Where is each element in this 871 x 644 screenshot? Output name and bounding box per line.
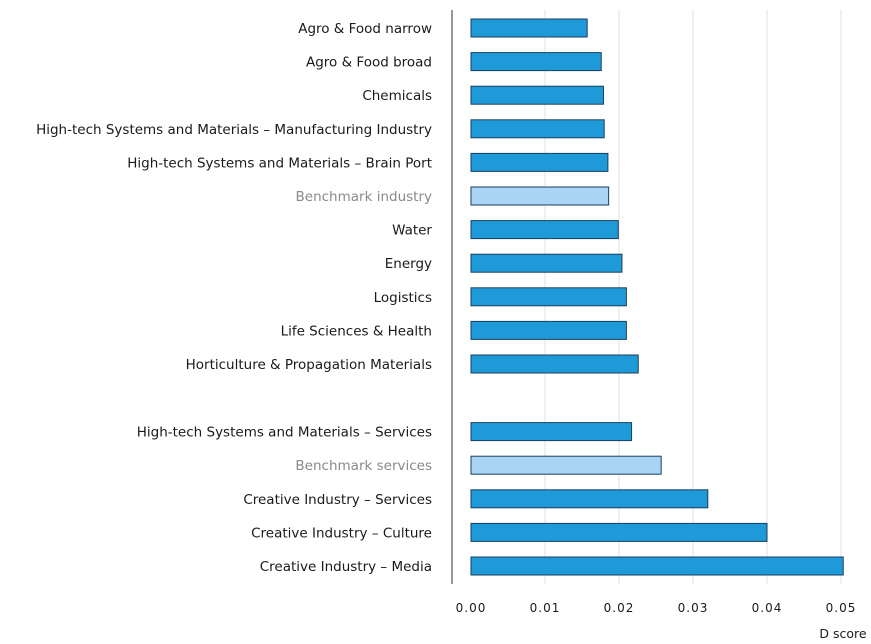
sector-bar: [470, 556, 844, 576]
sector-bar: [470, 522, 768, 542]
sector-bar: [470, 85, 604, 105]
category-label: Creative Industry – Media: [260, 559, 432, 575]
sector-bar: [470, 489, 709, 509]
category-label: Benchmark industry: [296, 189, 432, 205]
category-label: Agro & Food narrow: [298, 21, 432, 37]
x-tick-label: 0.04: [752, 601, 783, 615]
category-labels: Agro & Food narrow Agro & Food broad Chemi…: [36, 21, 432, 575]
x-axis-label: D score: [819, 626, 866, 641]
x-tick-label: 0.01: [530, 601, 561, 615]
sector-bar: [470, 320, 627, 340]
sector-bar: [470, 18, 588, 38]
sector-bar: [470, 354, 639, 374]
x-tick-label: 0.05: [826, 601, 857, 615]
category-label: Logistics: [374, 290, 432, 306]
sector-bar: [470, 220, 619, 240]
sector-bar: [470, 52, 602, 72]
category-label: High-tech Systems and Materials – Servic…: [137, 425, 432, 441]
benchmark-bar: [470, 455, 662, 475]
category-label: Energy: [385, 256, 432, 272]
sector-bar: [470, 119, 605, 139]
sector-bar: [470, 422, 633, 442]
x-tick-label: 0.02: [604, 601, 635, 615]
category-label: Creative Industry – Services: [243, 492, 432, 508]
category-label: High-tech Systems and Materials – Manufa…: [36, 122, 432, 138]
sector-bar: [470, 287, 627, 307]
category-label: Horticulture & Propagation Materials: [186, 357, 432, 373]
category-label: Agro & Food broad: [306, 55, 432, 71]
x-tick-label: 0.03: [678, 601, 709, 615]
sector-bar: [470, 253, 623, 273]
benchmark-bar: [470, 186, 610, 206]
grid-lines: [544, 10, 842, 584]
category-label: Chemicals: [362, 88, 432, 104]
category-label: Benchmark services: [295, 458, 432, 474]
category-label: Creative Industry – Culture: [251, 525, 432, 541]
category-label: Life Sciences & Health: [281, 323, 432, 339]
category-label: High-tech Systems and Materials – Brain …: [127, 155, 432, 171]
x-tick-label: 0.00: [456, 601, 487, 615]
x-tick-labels: 0.00 0.01 0.02 0.03 0.04 0.05: [456, 601, 857, 615]
sector-bar: [470, 152, 609, 172]
bars: [470, 18, 844, 576]
category-label: Water: [392, 223, 432, 239]
